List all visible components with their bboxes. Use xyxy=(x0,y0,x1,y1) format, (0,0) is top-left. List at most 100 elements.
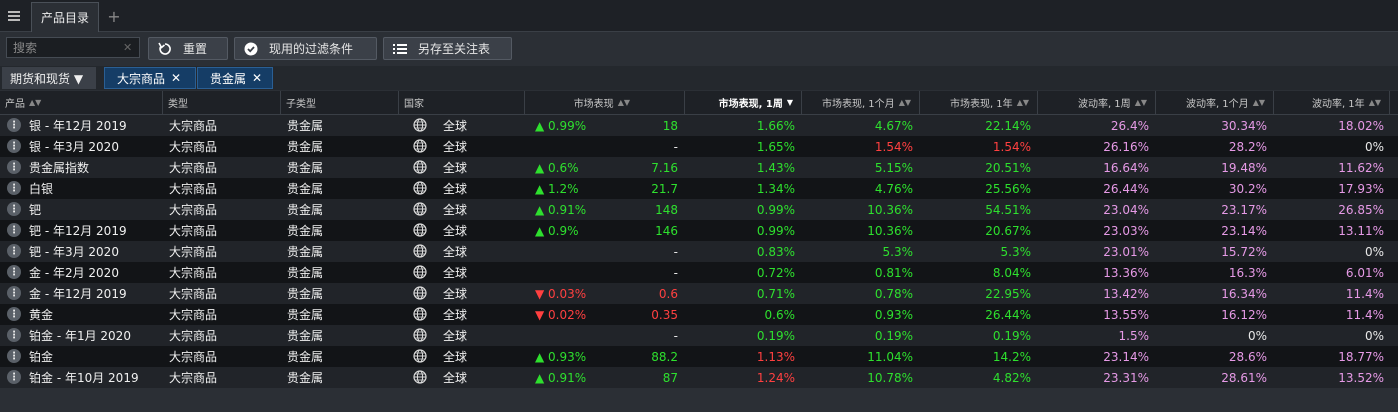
row-menu-icon[interactable]: ⋮ xyxy=(7,118,21,132)
filter-chip-precious-metals[interactable]: 贵金属 ✕ xyxy=(197,67,273,89)
volatility-1w: 13.55% xyxy=(1103,307,1149,322)
search-input[interactable] xyxy=(7,39,123,56)
product-type: 大宗商品 xyxy=(169,329,218,343)
row-menu-icon[interactable]: ⋮ xyxy=(7,349,21,363)
table-row[interactable]: ⋮ 黄金 大宗商品 贵金属 全球 ▼ 0.02% 0.35 0.6% 0.93% 26.44% 13… xyxy=(0,304,1398,325)
row-menu-icon[interactable]: ⋮ xyxy=(7,181,21,195)
reset-button[interactable]: 重置 xyxy=(148,37,228,60)
row-menu-icon[interactable]: ⋮ xyxy=(7,244,21,258)
country: 全球 xyxy=(443,266,468,280)
change-percent: ▲ 0.93% xyxy=(535,349,587,364)
table-row[interactable]: ⋮ 白银 大宗商品 贵金属 全球 ▲ 1.2% 21.7 1.34% 4.76% 25.56% 26… xyxy=(0,178,1398,199)
column-header-perf-1y[interactable]: 市场表现, 1年 ▲▼ xyxy=(920,91,1038,114)
volatility-1y: 11.62% xyxy=(1338,160,1384,175)
filter-chip-commodities[interactable]: 大宗商品 ✕ xyxy=(104,67,196,89)
change-percent: ▲ 0.9% xyxy=(535,223,579,238)
volatility-1y: 11.4% xyxy=(1345,286,1384,301)
product-name[interactable]: 金 - 年12月 2019 xyxy=(29,287,127,301)
product-name[interactable]: 银 - 年3月 2020 xyxy=(29,140,119,154)
column-header-vol-1y[interactable]: 波动率, 1年 ▲▼ xyxy=(1274,91,1390,114)
row-menu-icon[interactable]: ⋮ xyxy=(7,223,21,237)
column-header-subtype[interactable]: 子类型 xyxy=(281,91,399,114)
product-name[interactable]: 铂金 - 年1月 2020 xyxy=(29,329,131,343)
active-filters-label: 现用的过滤条件 xyxy=(269,42,354,56)
change-value: 88.2 xyxy=(651,349,678,364)
column-header-type[interactable]: 类型 xyxy=(163,91,281,114)
perf-1y: 1.54% xyxy=(992,139,1031,154)
volatility-1w: 16.64% xyxy=(1103,160,1149,175)
change-value: 87 xyxy=(662,370,678,385)
perf-1y: 20.67% xyxy=(985,223,1031,238)
volatility-1y: 17.93% xyxy=(1338,181,1384,196)
column-header-vol-1m[interactable]: 波动率, 1个月 ▲▼ xyxy=(1156,91,1274,114)
filter-chip-label: 贵金属 xyxy=(210,71,247,86)
add-tab-button[interactable]: + xyxy=(107,6,121,26)
sort-icon: ▲▼ xyxy=(1368,98,1381,107)
column-header-market[interactable]: 市场表现 ▲▼ xyxy=(525,91,685,114)
volatility-1y: 18.02% xyxy=(1338,118,1384,133)
product-type: 大宗商品 xyxy=(169,224,218,238)
reset-label: 重置 xyxy=(183,42,208,56)
perf-1y: 22.95% xyxy=(985,286,1031,301)
table-row[interactable]: ⋮ 钯 大宗商品 贵金属 全球 ▲ 0.91% 148 0.99% 10.36% 54.51% 23… xyxy=(0,199,1398,220)
clear-icon[interactable]: ✕ xyxy=(123,41,133,54)
table-row[interactable]: ⋮ 银 - 年12月 2019 大宗商品 贵金属 全球 ▲ 0.99% 18 1.66% 4.6… xyxy=(0,115,1398,136)
change-value: 148 xyxy=(655,202,678,217)
row-menu-icon[interactable]: ⋮ xyxy=(7,370,21,384)
table-row[interactable]: ⋮ 钯 - 年12月 2019 大宗商品 贵金属 全球 ▲ 0.9% 146 0.99% 10.… xyxy=(0,220,1398,241)
volatility-1m: 28.6% xyxy=(1228,349,1267,364)
table-row[interactable]: ⋮ 铂金 - 年10月 2019 大宗商品 贵金属 全球 ▲ 0.91% 87 1.24% 10… xyxy=(0,367,1398,388)
change-value: - xyxy=(673,244,678,259)
volatility-1y: 0% xyxy=(1364,244,1384,259)
row-menu-icon[interactable]: ⋮ xyxy=(7,307,21,321)
header-label: 波动率, 1个月 xyxy=(1185,99,1249,110)
perf-1y: 26.44% xyxy=(985,307,1031,322)
product-name[interactable]: 贵金属指数 xyxy=(29,161,90,175)
globe-icon xyxy=(413,349,427,363)
instrument-type-select[interactable]: 期货和现货 ▼ xyxy=(2,67,96,89)
product-name[interactable]: 黄金 xyxy=(29,308,54,322)
row-menu-icon[interactable]: ⋮ xyxy=(7,139,21,153)
table-row[interactable]: ⋮ 金 - 年12月 2019 大宗商品 贵金属 全球 ▼ 0.03% 0.6 0.71% 0.… xyxy=(0,283,1398,304)
close-icon[interactable]: ✕ xyxy=(171,71,182,85)
volatility-1w: 13.42% xyxy=(1103,286,1149,301)
save-watchlist-button[interactable]: 另存至关注表 xyxy=(383,37,512,60)
column-header-perf-1w[interactable]: 市场表现, 1周 ▼ xyxy=(685,91,802,114)
table-row[interactable]: ⋮ 钯 - 年3月 2020 大宗商品 贵金属 全球 - 0.83% 5.3% 5.3% 23.0… xyxy=(0,241,1398,262)
check-circle-icon xyxy=(243,41,259,57)
row-menu-icon[interactable]: ⋮ xyxy=(7,160,21,174)
table-row[interactable]: ⋮ 铂金 大宗商品 贵金属 全球 ▲ 0.93% 88.2 1.13% 11.04% 14.2% 2… xyxy=(0,346,1398,367)
product-name[interactable]: 白银 xyxy=(29,182,54,196)
search-box: ✕ xyxy=(6,37,140,58)
perf-1m: 5.3% xyxy=(882,244,914,259)
column-header-product[interactable]: 产品 ▲▼ xyxy=(0,91,163,114)
table-row[interactable]: ⋮ 铂金 - 年1月 2020 大宗商品 贵金属 全球 - 0.19% 0.19% 0.19% 1… xyxy=(0,325,1398,346)
table-row[interactable]: ⋮ 银 - 年3月 2020 大宗商品 贵金属 全球 - 1.65% 1.54% 1.54% 26… xyxy=(0,136,1398,157)
row-menu-icon[interactable]: ⋮ xyxy=(7,286,21,300)
product-name[interactable]: 金 - 年2月 2020 xyxy=(29,266,119,280)
product-name[interactable]: 钯 - 年12月 2019 xyxy=(29,224,127,238)
row-menu-icon[interactable]: ⋮ xyxy=(7,265,21,279)
row-menu-icon[interactable]: ⋮ xyxy=(7,202,21,216)
product-name[interactable]: 钯 xyxy=(29,203,42,217)
product-name[interactable]: 铂金 xyxy=(29,350,54,364)
row-menu-icon[interactable]: ⋮ xyxy=(7,328,21,342)
column-header-vol-1w[interactable]: 波动率, 1周 ▲▼ xyxy=(1038,91,1156,114)
product-type: 大宗商品 xyxy=(169,350,218,364)
close-icon[interactable]: ✕ xyxy=(252,71,263,85)
menu-icon[interactable] xyxy=(0,0,28,31)
volatility-1w: 23.31% xyxy=(1103,370,1149,385)
table-header: 产品 ▲▼ 类型 子类型 国家 市场表现 ▲▼ 市场表现, 1周 ▼ 市场表现, 1个… xyxy=(0,91,1398,115)
column-header-perf-1m[interactable]: 市场表现, 1个月 ▲▼ xyxy=(802,91,920,114)
table-row[interactable]: ⋮ 贵金属指数 大宗商品 贵金属 全球 ▲ 0.6% 7.16 1.43% 5.15% 20.51… xyxy=(0,157,1398,178)
globe-icon xyxy=(413,328,427,342)
perf-1w: 1.65% xyxy=(756,139,795,154)
column-header-country[interactable]: 国家 xyxy=(399,91,525,114)
product-name[interactable]: 银 - 年12月 2019 xyxy=(29,119,127,133)
tab-product-catalog[interactable]: 产品目录 xyxy=(31,2,99,32)
active-filters-button[interactable]: 现用的过滤条件 xyxy=(234,37,377,60)
table-row[interactable]: ⋮ 金 - 年2月 2020 大宗商品 贵金属 全球 - 0.72% 0.81% 8.04% 13… xyxy=(0,262,1398,283)
product-name[interactable]: 钯 - 年3月 2020 xyxy=(29,245,119,259)
product-name[interactable]: 铂金 - 年10月 2019 xyxy=(29,371,139,385)
volatility-1m: 23.17% xyxy=(1221,202,1267,217)
